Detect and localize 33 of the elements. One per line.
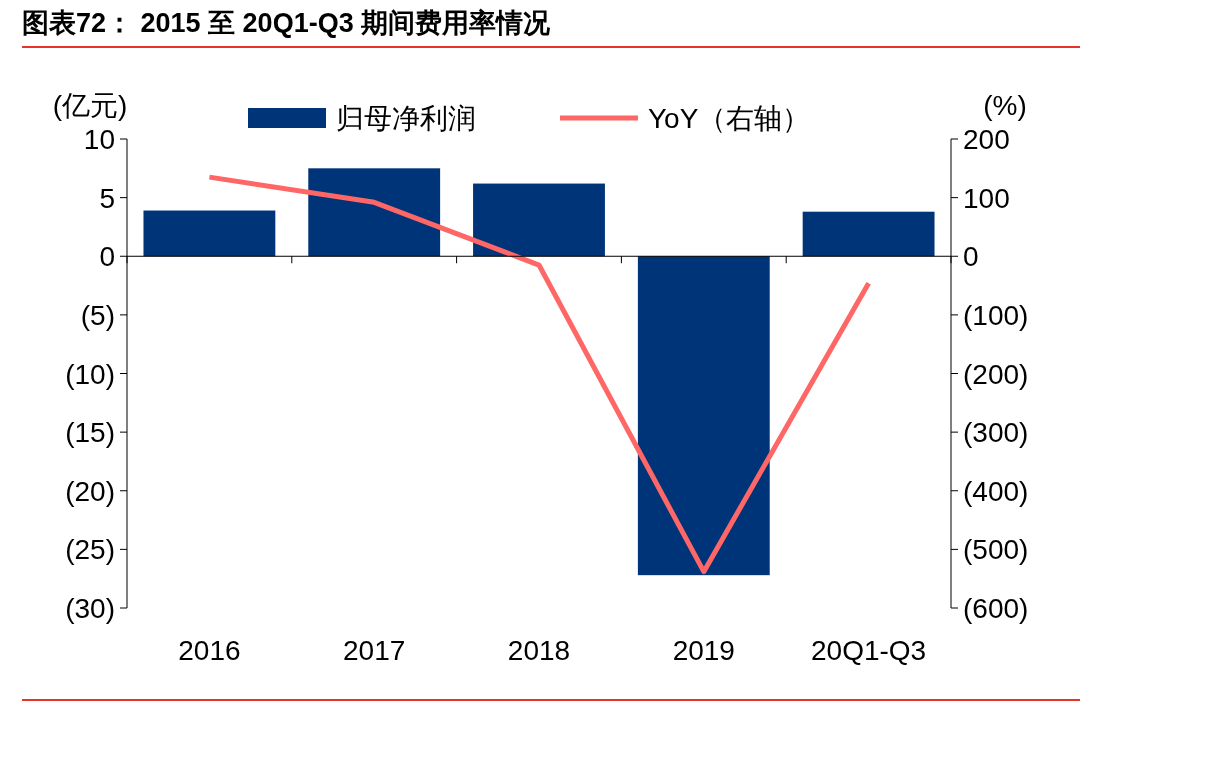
x-tick-label: 2018 [507, 635, 571, 666]
y-tick-label: 0 [99, 241, 115, 273]
y-tick-label: 5 [99, 182, 115, 214]
y-tick-label: (10) [65, 358, 115, 390]
y-tick-label: (15) [65, 417, 115, 449]
bar [143, 210, 276, 257]
y2-tick-label: 100 [963, 182, 1010, 214]
y2-tick-label: 200 [963, 124, 1010, 155]
y2-axis-title: (%) [983, 90, 1027, 121]
x-tick-label: 20Q1-Q3 [811, 635, 927, 666]
x-tick-label: 2019 [672, 635, 735, 666]
legend-label: YoY（右轴） [648, 103, 811, 134]
x-tick-label: 2016 [178, 635, 241, 666]
y2-tick-label: (100) [963, 299, 1029, 331]
bar [802, 211, 935, 257]
y-axis-title: (亿元) [52, 90, 128, 121]
y-tick-label: (5) [80, 299, 115, 331]
y-tick-label: (30) [65, 593, 115, 624]
y2-tick-label: (400) [963, 475, 1029, 507]
y2-tick-label: 0 [963, 241, 979, 273]
y2-tick-label: (200) [963, 358, 1029, 390]
y-tick-label: 10 [83, 124, 115, 155]
bar [473, 183, 605, 257]
y2-tick-label: (500) [963, 534, 1029, 566]
y2-tick-label: (300) [963, 417, 1029, 449]
y-tick-label: (20) [65, 475, 115, 507]
x-tick-label: 2017 [343, 635, 406, 666]
y-tick-label: (25) [65, 534, 115, 566]
chart-title: 图表72： 2015 至 20Q1-Q3 期间费用率情况 [22, 8, 552, 38]
bar [308, 168, 441, 257]
y2-tick-label: (600) [963, 593, 1029, 624]
legend-label: 归母净利润 [336, 103, 476, 134]
bar [637, 256, 770, 576]
